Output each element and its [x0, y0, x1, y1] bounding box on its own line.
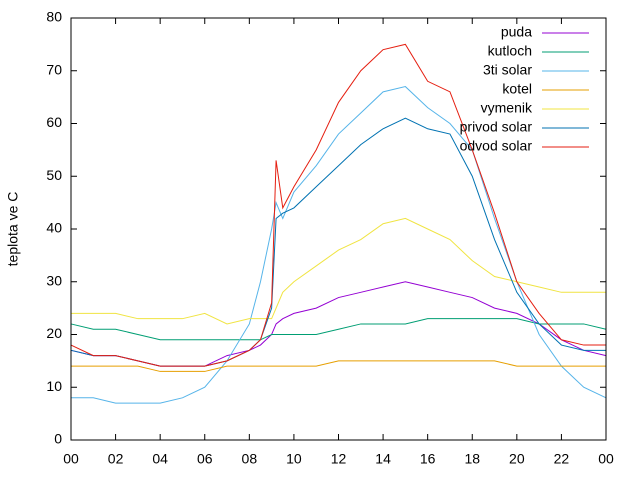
y-tick-label: 20: [46, 325, 62, 341]
x-tick-label: 06: [197, 451, 213, 467]
data-line: [71, 360, 606, 372]
x-tick-label: 20: [509, 451, 525, 467]
legend-label: kutloch: [488, 43, 532, 59]
y-axis-label: teplota ve C: [5, 192, 21, 267]
y-tick-label: 60: [46, 114, 62, 130]
y-tick-label: 40: [46, 220, 62, 236]
x-tick-label: 00: [63, 451, 79, 467]
x-tick-label: 14: [375, 451, 391, 467]
y-tick-label: 80: [46, 9, 62, 25]
y-tick-label: 10: [46, 378, 62, 394]
y-tick-label: 0: [54, 431, 62, 447]
x-tick-label: 22: [554, 451, 570, 467]
x-tick-label: 12: [331, 451, 347, 467]
x-tick-label: 04: [152, 451, 168, 467]
y-tick-label: 50: [46, 167, 62, 183]
data-line: [70, 318, 607, 341]
x-tick-label: 08: [242, 451, 258, 467]
legend-label: vymenik: [481, 100, 533, 116]
data-line: [70, 43, 606, 367]
x-tick-label: 16: [420, 451, 436, 467]
data-line: [71, 217, 606, 325]
legend-label: kotel: [502, 81, 532, 97]
x-tick-label: 00: [598, 451, 614, 467]
legend-label: odvod solar: [460, 138, 533, 154]
legend-label: puda: [501, 24, 532, 40]
y-tick-label: 30: [46, 272, 62, 288]
data-line: [71, 86, 607, 404]
x-tick-label: 10: [286, 451, 302, 467]
y-tick-label: 70: [46, 61, 62, 77]
legend-label: 3ti solar: [483, 62, 532, 78]
plot-border: [70, 17, 607, 441]
x-tick-label: 18: [464, 451, 480, 467]
x-tick-label: 02: [108, 451, 124, 467]
legend-label: privod solar: [460, 119, 533, 135]
